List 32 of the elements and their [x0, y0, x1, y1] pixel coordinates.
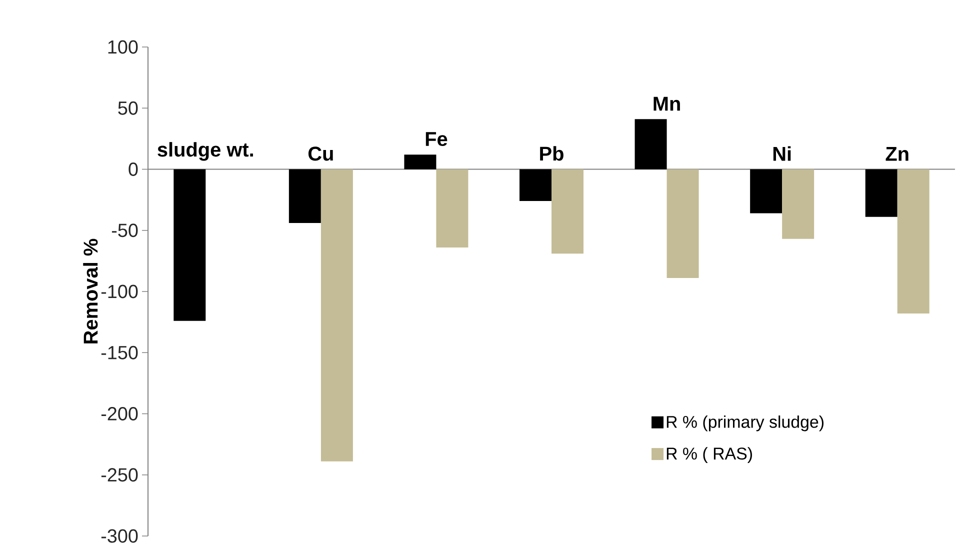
y-axis-title: Removal %	[83, 238, 98, 344]
y-tick-label: -300	[101, 529, 138, 543]
x-tick-label: Ni	[773, 146, 791, 161]
bar	[634, 119, 667, 170]
bar	[436, 169, 468, 248]
x-tick-label: Cu	[308, 146, 333, 161]
y-tick-label: -150	[101, 346, 138, 360]
x-tick-label: Pb	[540, 146, 564, 161]
bar	[666, 169, 699, 278]
bar	[865, 169, 898, 217]
bar	[320, 169, 353, 462]
x-tick-label: Fe	[426, 132, 448, 146]
bar	[174, 169, 206, 321]
y-tick-label: 50	[118, 101, 138, 115]
bar	[552, 169, 584, 254]
bar	[897, 169, 930, 314]
bar	[782, 169, 814, 239]
x-tick-label: Zn	[886, 147, 908, 161]
legend-label: R % (primary sludge)	[666, 415, 824, 432]
y-tick-label: 0	[128, 162, 138, 176]
y-tick-label: -250	[101, 468, 138, 482]
x-tick-label: Mn	[654, 96, 680, 111]
x-tick-label: sludge wt.	[158, 142, 253, 161]
y-tick-label: -50	[112, 224, 138, 238]
y-tick-label: 100	[108, 40, 138, 54]
bar	[520, 169, 552, 202]
bar	[750, 169, 782, 214]
y-tick-label: -100	[101, 284, 138, 298]
bar	[288, 169, 321, 224]
bar	[404, 154, 436, 170]
y-tick-label: -200	[101, 407, 138, 420]
legend-label: R % ( RAS)	[666, 447, 752, 463]
